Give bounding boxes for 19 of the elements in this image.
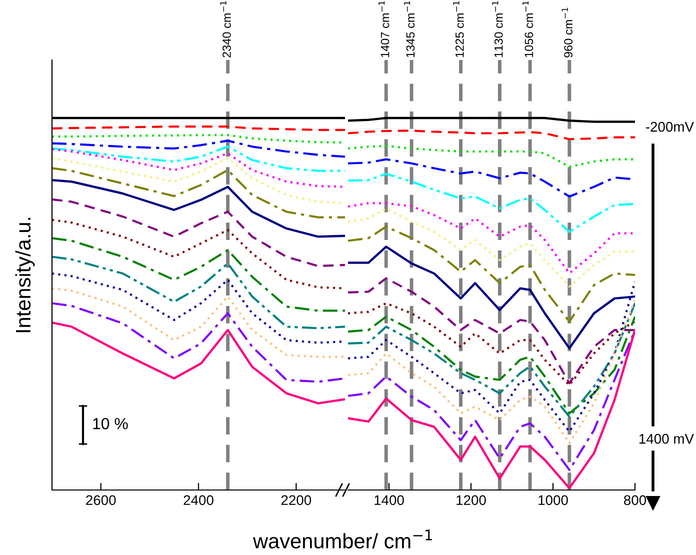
ref-line-label: 1345 cm$^{−1}$ [404,1,415,58]
x-tick-label: 800 [624,495,646,506]
x-tick-label: 2400 [184,495,214,506]
ref-line-label: 1225 cm$^{−1}$ [453,1,464,58]
x-tick-label: 1400 [374,495,404,506]
x-tick-label: 2200 [281,495,312,506]
x-tick-label: 2600 [86,495,116,506]
ref-line-label: 1130 cm$^{−1}$ [492,1,503,58]
text: -200mV [646,122,694,132]
ref-line-label: 2340 cm$^{−1}$ [220,1,231,58]
ref-line-label: 960 cm$^{−1}$ [562,8,572,58]
x-axis-title: wavenumber/ cm$^{−1}$ [252,530,432,548]
text: 1400 mV [639,434,694,444]
annotation: 10 % [93,418,128,430]
x-tick-label: 1200 [456,495,486,506]
ref-line-label: 1407 cm$^{−1}$ [378,1,390,58]
x-tick-label: 1000 [538,495,568,506]
ref-line-label: 1056 cm$^{−1}$ [522,1,534,58]
y-axis-title: Intensity/a.u. [15,218,35,332]
